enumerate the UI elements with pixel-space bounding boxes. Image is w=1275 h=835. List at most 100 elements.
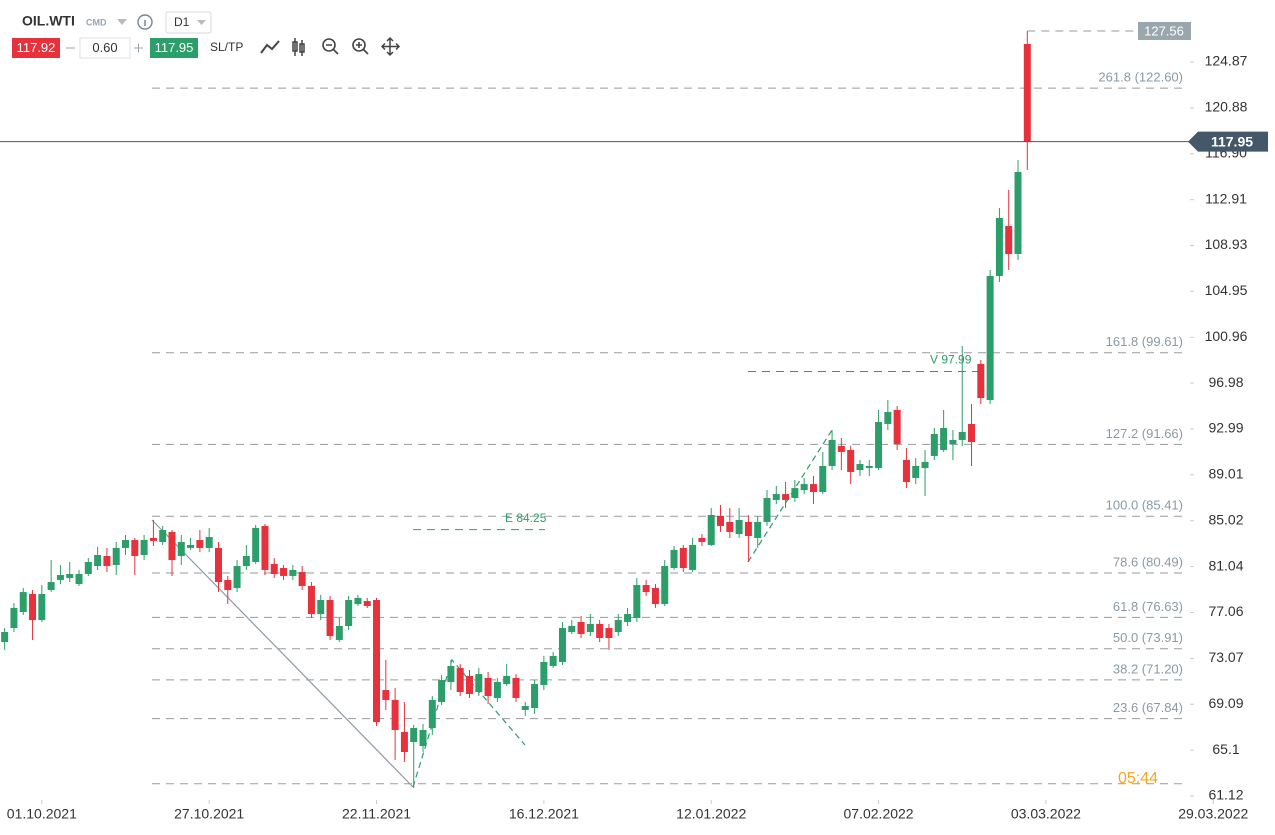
candle-body xyxy=(168,531,176,561)
candle-body xyxy=(717,515,725,526)
candle-body xyxy=(187,544,195,548)
drawings xyxy=(151,429,833,788)
candle-body xyxy=(605,627,613,638)
candle-body xyxy=(270,563,278,574)
dropdown-arrow[interactable] xyxy=(117,19,127,25)
candle-body xyxy=(521,706,529,710)
fib-label: 127.2 (91.66) xyxy=(1106,426,1183,441)
candle-body xyxy=(744,521,752,536)
candle-body xyxy=(958,432,966,440)
candle-body xyxy=(75,573,83,584)
candles xyxy=(1,30,1031,789)
candle-body xyxy=(614,620,622,633)
timeframe: D1 xyxy=(174,15,190,29)
countdown: 05:44 xyxy=(1118,770,1158,787)
candle-body xyxy=(19,592,27,612)
candle-body xyxy=(242,556,250,567)
candle-body xyxy=(428,699,436,729)
candle-body xyxy=(140,540,148,555)
candle-body xyxy=(791,488,799,498)
candle-body xyxy=(1023,43,1031,142)
candle-body xyxy=(289,569,297,576)
zoom-in[interactable] xyxy=(352,38,366,52)
candle-body xyxy=(624,614,632,622)
bid-price: 117.92 xyxy=(17,40,56,55)
x-tick-label: 22.11.2021 xyxy=(342,806,411,822)
fib-label: 50.0 (73.91) xyxy=(1113,630,1183,645)
x-tick-label: 03.03.2022 xyxy=(1011,806,1081,822)
timeframe-box[interactable] xyxy=(165,11,212,34)
candle-body xyxy=(828,439,836,466)
candle-body xyxy=(800,484,808,491)
fib-label: 161.8 (99.61) xyxy=(1106,334,1183,349)
sltp[interactable]: SL/TP xyxy=(210,40,243,54)
candle-body xyxy=(995,217,1003,276)
candle-body xyxy=(335,626,343,640)
candle-body xyxy=(149,537,157,541)
candle-body xyxy=(298,572,306,586)
candle-body xyxy=(865,465,873,469)
candle-icon[interactable] xyxy=(292,38,305,56)
y-tick-label: 108.93 xyxy=(1205,236,1248,252)
candle-body xyxy=(689,544,697,570)
candle-body xyxy=(558,627,566,662)
symbol[interactable]: OIL.WTI xyxy=(22,13,75,29)
candle-body xyxy=(447,665,455,682)
fib-label: 100.0 (85.41) xyxy=(1106,498,1183,513)
y-tick-label: 124.87 xyxy=(1205,53,1248,69)
volume-box[interactable] xyxy=(79,37,131,59)
candle-body xyxy=(1014,172,1022,255)
candle-body xyxy=(651,588,659,605)
candle-body xyxy=(763,497,771,522)
volume: 0.60 xyxy=(92,40,117,55)
candle-body xyxy=(884,411,892,424)
candle-body xyxy=(261,525,269,570)
candle-body xyxy=(317,600,325,615)
candle-body xyxy=(633,585,641,618)
buy-button[interactable] xyxy=(150,38,198,58)
candle-body xyxy=(373,600,381,723)
candle-body xyxy=(819,465,827,492)
candle-body xyxy=(382,690,390,700)
candle-body xyxy=(503,675,511,685)
candle-body xyxy=(726,521,734,532)
candle-body xyxy=(465,675,473,694)
candle-body xyxy=(940,427,948,450)
candle-body xyxy=(122,540,130,548)
pan-icon[interactable] xyxy=(380,36,401,57)
candle-body xyxy=(902,459,910,482)
candle-body xyxy=(484,677,492,697)
marker-label: E 84.25 xyxy=(505,511,547,525)
candle-body xyxy=(930,433,938,456)
candle-body xyxy=(307,585,315,615)
dropdown-arrow xyxy=(197,20,206,25)
pattern-line xyxy=(747,429,833,563)
y-tick-label: 73.07 xyxy=(1208,649,1243,665)
candle-body xyxy=(568,626,576,633)
last-price-label: 117.95 xyxy=(1211,133,1253,149)
line-chart-icon[interactable] xyxy=(260,40,280,54)
fib-label: 38.2 (71.20) xyxy=(1113,661,1183,676)
candle-body xyxy=(893,410,901,444)
candle-body xyxy=(56,575,64,580)
x-tick-label: 29.03.2022 xyxy=(1178,806,1248,822)
y-tick-label: 81.04 xyxy=(1208,557,1243,573)
ask-price: 117.95 xyxy=(155,40,194,55)
x-tick-label: 27.10.2021 xyxy=(174,806,244,822)
candle-body xyxy=(549,655,557,666)
high-label: 127.56 xyxy=(1144,23,1184,38)
candle-body xyxy=(326,600,334,637)
marker-label: V 97.99 xyxy=(930,353,972,367)
x-tick-label: 16.12.2021 xyxy=(509,806,579,822)
candle-body xyxy=(754,521,762,538)
x-tick-label: 12.01.2022 xyxy=(676,806,746,822)
y-tick-label: 61.12 xyxy=(1208,787,1243,803)
zoom-out[interactable] xyxy=(322,38,336,52)
candle-body xyxy=(159,529,167,542)
plus[interactable] xyxy=(134,43,143,53)
info-icon[interactable] xyxy=(137,14,153,30)
sell-button[interactable] xyxy=(12,38,60,58)
y-tick-label: 85.02 xyxy=(1208,511,1243,527)
y-tick-label: 96.98 xyxy=(1208,374,1243,390)
